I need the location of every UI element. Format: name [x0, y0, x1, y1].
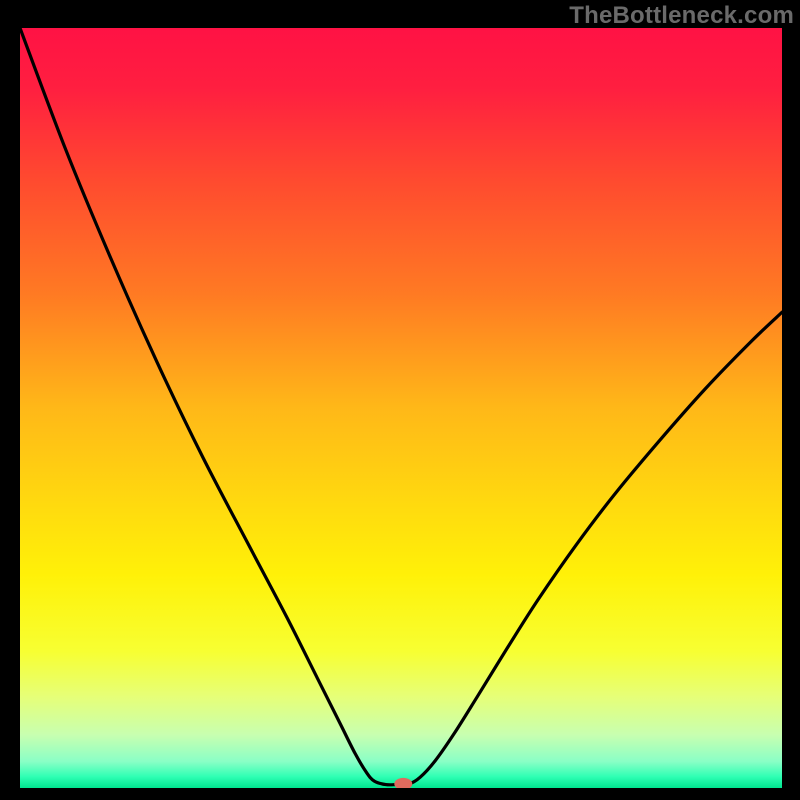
- gradient-background: [20, 28, 782, 788]
- watermark-text: TheBottleneck.com: [569, 2, 794, 30]
- plot-area: [20, 28, 782, 788]
- plot-svg: [20, 28, 782, 788]
- chart-container: TheBottleneck.com: [0, 0, 800, 800]
